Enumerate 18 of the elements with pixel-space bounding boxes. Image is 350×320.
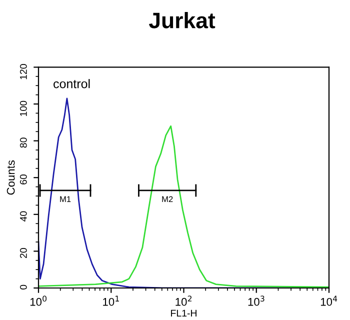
series-label: M1 [60, 196, 71, 202]
x-tick-label: 10$^{2}$ [176, 296, 192, 306]
y-tick-label: 20 [20, 248, 27, 258]
x-tick-label: 10$^{0}$ [30, 296, 47, 306]
x-tick-label: 10$^{4}$ [320, 296, 338, 306]
y-axis-title: Counts [6, 160, 15, 195]
chart-title: Jurkat [148, 12, 216, 28]
y-tick-label: 120 [20, 64, 27, 80]
y-tick-label: 60 [20, 174, 27, 184]
series-label: M2 [162, 196, 173, 202]
y-tick-label: 80 [20, 138, 27, 148]
y-tick-label: 0 [20, 284, 27, 290]
y-tick-label: 40 [20, 211, 27, 222]
x-axis-title: FL1-H [171, 310, 196, 317]
x-tick-label: 10$^{1}$ [103, 296, 119, 306]
annotation: control [54, 79, 90, 88]
x-tick-label: 10$^{3}$ [248, 296, 264, 306]
y-tick-label: 100 [20, 100, 27, 116]
